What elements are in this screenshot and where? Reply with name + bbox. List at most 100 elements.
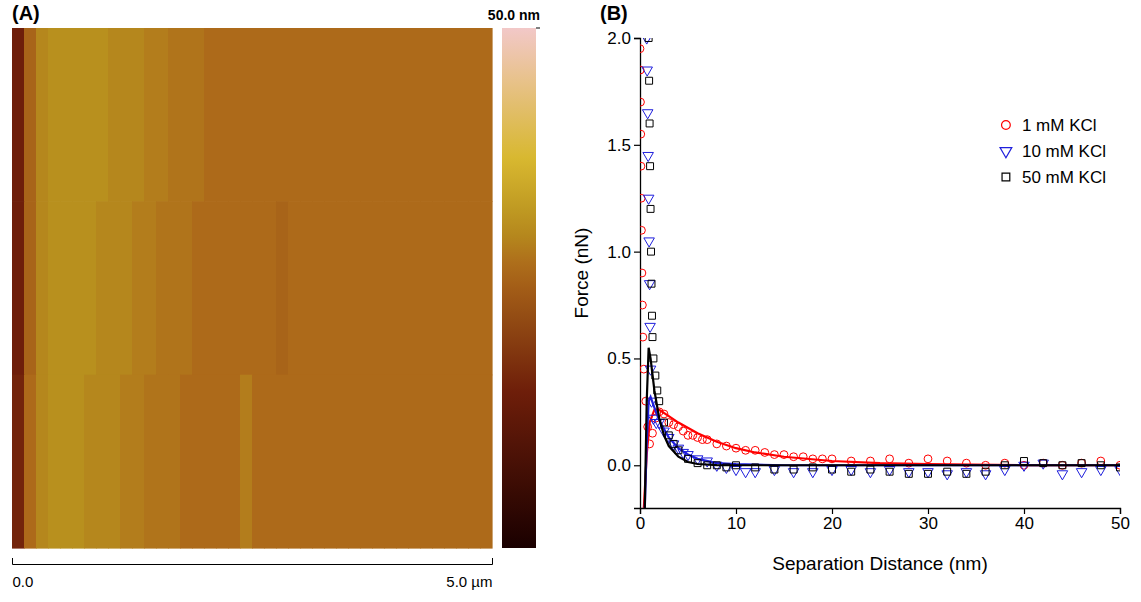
cell <box>324 201 337 375</box>
cell <box>84 28 97 202</box>
cell <box>96 28 109 202</box>
cell <box>264 28 277 202</box>
point <box>790 466 797 473</box>
tick-label: 1.0 <box>607 243 631 262</box>
point <box>644 238 655 247</box>
cell <box>72 375 85 549</box>
cell <box>396 201 409 375</box>
image-cells <box>12 28 493 549</box>
cell <box>60 201 73 375</box>
cell <box>468 28 481 202</box>
cell <box>456 28 469 202</box>
point <box>643 152 654 161</box>
cell <box>12 375 25 549</box>
cell <box>384 201 397 375</box>
tick-label: 10 <box>727 514 746 533</box>
cell <box>120 28 133 202</box>
point <box>904 469 915 478</box>
panel-label: (B) <box>600 2 628 24</box>
cell <box>432 375 445 549</box>
cell <box>276 375 289 549</box>
point <box>886 468 893 475</box>
cell <box>336 201 349 375</box>
tick-label: 0.0 <box>13 573 34 590</box>
tick: 30 <box>919 508 938 533</box>
cell <box>408 201 421 375</box>
fit-line <box>644 410 1120 508</box>
tick: 1.5 <box>607 136 640 155</box>
tick-mark <box>634 465 640 466</box>
point <box>769 467 780 476</box>
cell <box>156 375 169 549</box>
point <box>640 301 646 309</box>
series <box>641 38 1120 508</box>
tick-label: 0 <box>636 514 645 533</box>
colorbar-tick <box>536 28 540 29</box>
cell <box>444 201 457 375</box>
cell <box>84 201 97 375</box>
cell <box>408 28 421 202</box>
cell <box>372 201 385 375</box>
x-axis-title: Separation Distance (nm) <box>772 553 987 574</box>
cell <box>180 201 193 375</box>
tick-mark <box>492 558 493 564</box>
cell <box>264 201 277 375</box>
legend-marker <box>1002 121 1011 130</box>
cell <box>468 201 481 375</box>
point <box>963 470 970 477</box>
cell <box>396 375 409 549</box>
cell <box>180 375 193 549</box>
cell <box>300 375 313 549</box>
point <box>771 466 778 473</box>
point <box>647 163 654 170</box>
cell <box>360 201 373 375</box>
cell <box>24 28 37 202</box>
cell <box>432 201 445 375</box>
tick: 0.0 <box>607 456 640 475</box>
legend-entry: 10 mM KCl <box>1000 142 1106 161</box>
point <box>640 98 644 106</box>
point <box>924 455 932 463</box>
legend: 1 mM KCl10 mM KCl50 mM KCl <box>1000 116 1106 187</box>
point <box>1076 469 1087 478</box>
tick-mark <box>634 145 640 146</box>
cell <box>468 375 481 549</box>
cell <box>216 375 229 549</box>
point <box>648 248 655 255</box>
point <box>827 467 838 476</box>
scale-bar-line <box>13 558 493 565</box>
cell <box>456 201 469 375</box>
point <box>643 195 654 204</box>
tick-label: 30 <box>919 514 938 533</box>
x-axis: 01020304050 <box>636 508 1130 533</box>
point <box>665 432 672 439</box>
tick-label: 20 <box>823 514 842 533</box>
cell <box>60 375 73 549</box>
cell <box>420 375 433 549</box>
point <box>640 130 645 138</box>
cell <box>132 375 145 549</box>
cell <box>216 28 229 202</box>
cell <box>216 201 229 375</box>
cell <box>228 201 241 375</box>
cell <box>48 375 61 549</box>
point <box>679 427 687 435</box>
point <box>923 469 934 478</box>
cell <box>228 28 241 202</box>
cell <box>480 28 493 202</box>
cell <box>72 28 85 202</box>
axis-line <box>641 509 1121 515</box>
legend-marker <box>1002 173 1010 181</box>
point <box>740 469 751 478</box>
cell <box>288 28 301 202</box>
cell <box>12 28 25 202</box>
cell <box>252 201 265 375</box>
cell <box>444 375 457 549</box>
cell <box>360 375 373 549</box>
panel-b: (B)010203040500.00.51.01.52.0Separation … <box>571 2 1130 574</box>
tick: 0.0 <box>13 558 34 590</box>
cell <box>312 201 325 375</box>
axis-line <box>634 39 641 509</box>
tick-label: 40 <box>1015 514 1034 533</box>
cell <box>336 28 349 202</box>
